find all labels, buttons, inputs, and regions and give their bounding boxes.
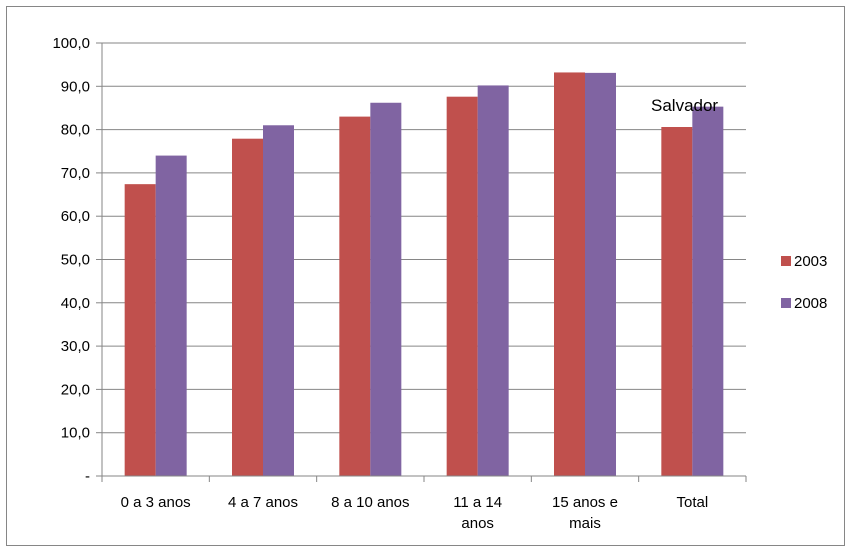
x-tick-label: 4 a 7 anos [228, 494, 298, 511]
x-tick-label-line: 4 a 7 anos [228, 494, 298, 511]
y-tick-label: 30,0 [61, 338, 90, 355]
legend-swatch-2008 [781, 298, 791, 308]
y-tick-label: - [85, 468, 90, 485]
bar-2008-4 [585, 72, 616, 476]
x-tick-label-line: 8 a 10 anos [331, 494, 409, 511]
bar-chart: - 10,0 20,0 30,0 40,0 50,0 60,0 70,0 80,0 90,0 100… [6, 6, 845, 546]
bar-2003-1 [232, 138, 263, 476]
x-tick-label: 11 a 14 anos [453, 494, 502, 532]
x-axis-ticks: 0 a 3 anos 4 a 7 anos 8 a 10 anos 11 a 14 an… [121, 494, 709, 532]
y-tick-label: 40,0 [61, 295, 90, 312]
y-tick-label: 100,0 [52, 35, 90, 52]
bars [124, 72, 724, 477]
y-tick-label: 70,0 [61, 165, 90, 182]
bar-2008-1 [263, 125, 294, 477]
x-tick-label: Total [676, 494, 708, 511]
y-tick-label: 80,0 [61, 122, 90, 139]
y-tick-label: 60,0 [61, 208, 90, 225]
y-tick-label: 50,0 [61, 252, 90, 269]
x-tick-label: 0 a 3 anos [121, 494, 191, 511]
bar-2003-5 [661, 127, 693, 476]
bar-2008-2 [370, 102, 402, 476]
bar-2008-5 [692, 106, 724, 476]
x-tick-label-line: anos [461, 515, 494, 532]
x-tick-label: 15 anos e mais [552, 494, 618, 532]
legend: 2003 2008 [781, 253, 827, 312]
x-tick-label-line: 0 a 3 anos [121, 494, 191, 511]
y-tick-label: 20,0 [61, 381, 90, 398]
x-tick-label: 8 a 10 anos [331, 494, 409, 511]
legend-label-2003: 2003 [794, 253, 827, 270]
x-tick-label-line: mais [569, 515, 601, 532]
chart-frame: - 10,0 20,0 30,0 40,0 50,0 60,0 70,0 80,0 90,0 100… [6, 6, 845, 546]
x-axis [101, 475, 747, 482]
x-tick-label-line: Total [676, 494, 708, 511]
chart-annotation: Salvador [651, 96, 718, 115]
bar-2008-3 [477, 85, 509, 477]
legend-swatch-2003 [781, 256, 791, 266]
y-axis-ticks: - 10,0 20,0 30,0 40,0 50,0 60,0 70,0 80,0 90,0 100… [52, 35, 103, 485]
x-tick-label-line: 11 a 14 [453, 494, 502, 511]
y-tick-label: 90,0 [61, 78, 90, 95]
legend-label-2008: 2008 [794, 295, 827, 312]
x-tick-label-line: 15 anos e [552, 494, 618, 511]
bar-2008-0 [155, 155, 187, 476]
bar-2003-3 [446, 96, 478, 476]
bar-2003-2 [339, 116, 371, 477]
bar-2003-4 [554, 72, 585, 476]
gridlines [102, 42, 746, 434]
y-tick-label: 10,0 [61, 425, 90, 442]
bar-2003-0 [124, 184, 156, 476]
